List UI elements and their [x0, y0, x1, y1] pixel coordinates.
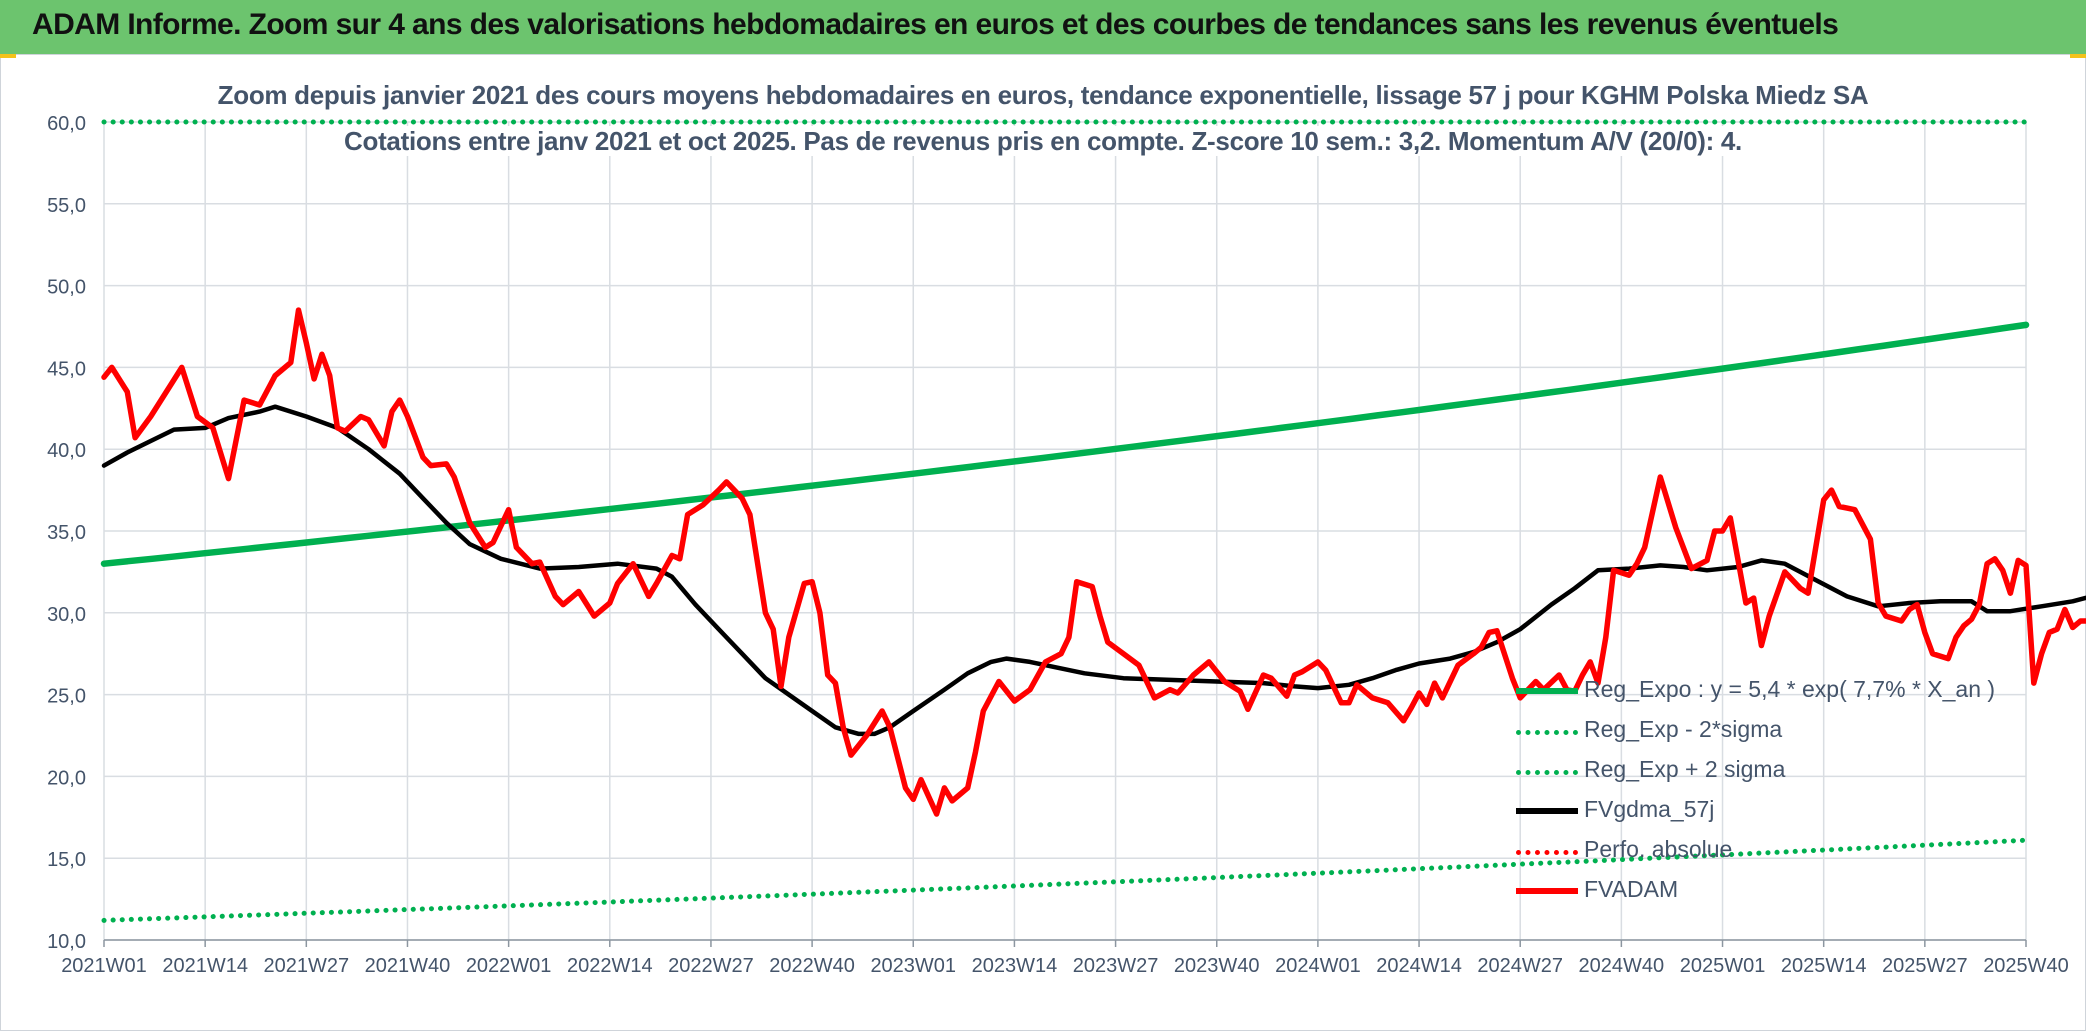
x-tick-label: 2025W14 [1781, 955, 1867, 977]
x-tick-label: 2023W01 [870, 955, 956, 977]
x-tick-label: 2024W27 [1477, 955, 1563, 977]
y-tick-label: 20,0 [47, 767, 86, 789]
legend-swatch [1516, 850, 1578, 855]
y-tick-label: 60,0 [47, 113, 86, 135]
frame-corner-left [0, 54, 16, 58]
x-tick-label: 2022W01 [466, 955, 552, 977]
y-tick-label: 30,0 [47, 604, 86, 626]
x-tick-label: 2025W40 [1983, 955, 2069, 977]
legend-swatch [1516, 730, 1578, 735]
legend-label: FVADAM [1584, 876, 1679, 902]
series-line-0 [100, 321, 2030, 567]
x-tick-label: 2024W01 [1275, 955, 1361, 977]
legend-label: Reg_Exp - 2*sigma [1584, 716, 1783, 742]
x-tick-label: 2021W40 [365, 955, 451, 977]
series-line-1 [101, 837, 2029, 923]
x-tick-label: 2024W40 [1579, 955, 1665, 977]
legend-swatch [1516, 688, 1578, 694]
x-tick-label: 2024W14 [1376, 955, 1462, 977]
x-tick-label: 2025W27 [1882, 955, 1968, 977]
y-tick-label: 10,0 [47, 931, 86, 953]
legend-label: FVgdma_57j [1584, 796, 1715, 822]
legend-swatch [1516, 808, 1578, 814]
x-tick-label: 2022W40 [769, 955, 855, 977]
legend-item: Reg_Exp - 2*sigma [1516, 716, 2076, 746]
series-group [100, 119, 2086, 923]
y-tick-label: 45,0 [47, 358, 86, 380]
y-tick-label: 35,0 [47, 522, 86, 544]
x-tick-label: 2021W14 [162, 955, 248, 977]
legend-item: Reg_Expo : y = 5,4 * exp( 7,7% * X_an ) [1516, 676, 2076, 706]
legend-item: FVgdma_57j [1516, 796, 2076, 826]
y-tick-label: 55,0 [47, 195, 86, 217]
legend-label: Perfo. absolue [1584, 836, 1733, 862]
chart-title: Zoom depuis janvier 2021 des cours moyen… [0, 80, 2086, 111]
legend-item: FVADAM [1516, 876, 2076, 906]
legend-swatch [1516, 888, 1578, 894]
report-banner: ADAM Informe. Zoom sur 4 ans des valoris… [0, 0, 2086, 55]
chart-subtitle: Cotations entre janv 2021 et oct 2025. P… [0, 126, 2086, 157]
chart-plot: 10,0 15,0 20,0 25,0 30,0 35,0 40,0 45,0 50,0 55,0… [47, 113, 2086, 977]
series-line-5 [101, 307, 2086, 817]
y-tick-label: 25,0 [47, 686, 86, 708]
x-tick-label: 2023W14 [972, 955, 1058, 977]
x-tick-label: 2023W40 [1174, 955, 1260, 977]
frame-corner-right [2070, 54, 2086, 58]
x-tick-label: 2023W27 [1073, 955, 1159, 977]
legend-item: Reg_Exp + 2 sigma [1516, 756, 2076, 786]
y-tick-label: 50,0 [47, 277, 86, 299]
y-tick-label: 15,0 [47, 849, 86, 871]
x-tick-label: 2021W01 [61, 955, 147, 977]
legend-swatch [1516, 770, 1578, 775]
x-tick-label: 2021W27 [264, 955, 350, 977]
legend-label: Reg_Exp + 2 sigma [1584, 756, 1786, 782]
x-tick-label: 2022W14 [567, 955, 653, 977]
chart-frame [0, 54, 2086, 1031]
legend-item: Perfo. absolue [1516, 836, 2076, 866]
report-title: ADAM Informe. Zoom sur 4 ans des valoris… [32, 8, 1839, 41]
legend-label: Reg_Expo : y = 5,4 * exp( 7,7% * X_an ) [1584, 676, 1996, 702]
x-tick-label: 2025W01 [1680, 955, 1766, 977]
x-tick-label: 2022W27 [668, 955, 754, 977]
y-tick-label: 40,0 [47, 440, 86, 462]
